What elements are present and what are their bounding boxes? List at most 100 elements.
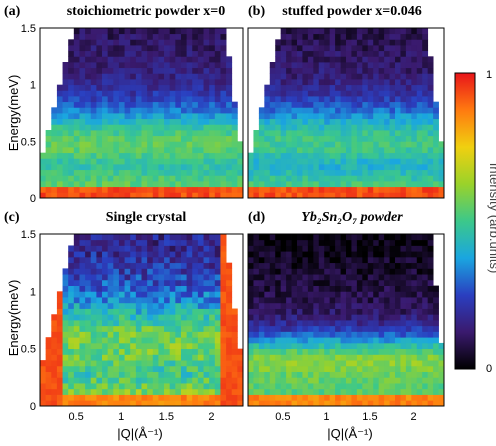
heatmap-cell xyxy=(79,331,86,338)
heatmap-cell xyxy=(180,394,188,401)
heatmap-cell xyxy=(197,67,204,74)
heatmap-cell xyxy=(96,152,103,159)
heatmap-cell xyxy=(313,50,320,57)
heatmap-cell xyxy=(297,337,303,344)
heatmap-cell xyxy=(113,96,120,103)
heatmap-cell xyxy=(68,181,75,188)
heatmap-cell xyxy=(180,400,188,407)
heatmap-cell xyxy=(107,245,114,252)
heatmap-cell xyxy=(209,56,216,63)
heatmap-cell xyxy=(203,107,210,114)
heatmap-cell xyxy=(411,256,418,264)
heatmap-cell xyxy=(135,107,142,114)
heatmap-cell xyxy=(302,192,309,199)
heatmap-cell xyxy=(373,73,380,80)
heatmap-cell xyxy=(356,181,363,188)
heatmap-cell xyxy=(158,186,165,193)
heatmap-cell xyxy=(164,245,171,252)
heatmap-cell xyxy=(107,56,114,63)
heatmap-cell xyxy=(411,320,418,327)
heatmap-cell xyxy=(107,67,114,74)
heatmap-cell xyxy=(186,245,193,252)
heatmap-cell xyxy=(313,79,320,86)
heatmap-cell xyxy=(124,192,131,199)
heatmap-cell xyxy=(291,45,298,52)
heatmap-cell xyxy=(356,360,363,367)
heatmap-cell xyxy=(68,262,75,269)
heatmap-cell xyxy=(264,274,271,281)
heatmap-cell xyxy=(118,251,125,258)
heatmap-cell xyxy=(405,141,412,148)
heatmap-cell xyxy=(197,96,204,103)
heatmap-cell xyxy=(324,331,331,338)
heatmap-cell xyxy=(286,371,292,378)
heatmap-cell xyxy=(264,388,271,395)
heatmap-cell xyxy=(214,62,221,69)
heatmap-cell xyxy=(258,124,265,131)
heatmap-cell xyxy=(367,135,374,142)
heatmap-cell xyxy=(85,342,92,350)
heatmap-cell xyxy=(416,141,423,148)
heatmap-cell xyxy=(269,79,276,86)
heatmap-cell xyxy=(56,90,63,97)
heatmap-cell xyxy=(373,164,380,171)
heatmap-cell xyxy=(389,135,396,142)
heatmap-cell xyxy=(395,331,401,338)
heatmap-cell xyxy=(130,130,137,137)
heatmap-cell xyxy=(164,62,171,69)
heatmap-cell xyxy=(147,50,154,57)
heatmap-cell xyxy=(438,147,445,154)
heatmap-cell xyxy=(389,337,396,344)
heatmap-cell xyxy=(275,297,282,304)
heatmap-cell xyxy=(291,175,298,182)
heatmap-cell xyxy=(113,297,120,304)
heatmap-cell xyxy=(158,90,165,97)
heatmap-cell xyxy=(395,302,401,309)
heatmap-cell xyxy=(68,371,75,378)
heatmap-cell xyxy=(389,39,396,46)
heatmap-cell xyxy=(130,113,137,120)
heatmap-cell xyxy=(324,297,331,304)
heatmap-cell xyxy=(286,107,292,114)
heatmap-cell xyxy=(180,274,188,281)
heatmap-cell xyxy=(226,268,233,275)
heatmap-cell xyxy=(209,84,216,91)
heatmap-cell xyxy=(248,342,254,350)
heatmap-cell xyxy=(362,348,369,355)
heatmap-cell xyxy=(329,169,336,176)
heatmap-cell xyxy=(269,107,276,114)
heatmap-cell xyxy=(169,79,176,86)
heatmap-cell xyxy=(356,33,363,40)
heatmap-cell xyxy=(422,67,429,74)
heatmap-cell xyxy=(152,56,159,63)
heatmap-cell xyxy=(307,302,314,309)
heatmap-cell xyxy=(186,234,193,241)
heatmap-cell xyxy=(318,279,325,286)
heatmap-cell xyxy=(209,79,216,86)
heatmap-cell xyxy=(90,135,97,142)
heatmap-cell xyxy=(384,152,390,159)
heatmap-cell xyxy=(147,124,154,131)
heatmap-cell xyxy=(367,96,374,103)
heatmap-cell xyxy=(324,101,331,108)
heatmap-cell xyxy=(51,325,58,332)
heatmap-cell xyxy=(124,251,131,258)
heatmap-cell xyxy=(56,371,63,378)
heatmap-cell xyxy=(346,192,352,199)
heatmap-cell xyxy=(367,152,374,159)
heatmap-cell xyxy=(85,256,92,264)
heatmap-cell xyxy=(152,118,159,125)
heatmap-cell xyxy=(340,101,347,108)
heatmap-cell xyxy=(400,62,407,69)
heatmap-cell xyxy=(85,192,92,199)
heatmap-cell xyxy=(427,135,434,142)
heatmap-cell xyxy=(297,124,303,131)
heatmap-cell xyxy=(186,365,193,372)
heatmap-cell xyxy=(307,337,314,344)
heatmap-cell xyxy=(96,314,103,321)
heatmap-cell xyxy=(113,285,120,292)
heatmap-cell xyxy=(433,118,439,125)
heatmap-cell xyxy=(96,400,103,407)
heatmap-cell xyxy=(231,141,238,148)
heatmap-cell xyxy=(180,308,188,315)
